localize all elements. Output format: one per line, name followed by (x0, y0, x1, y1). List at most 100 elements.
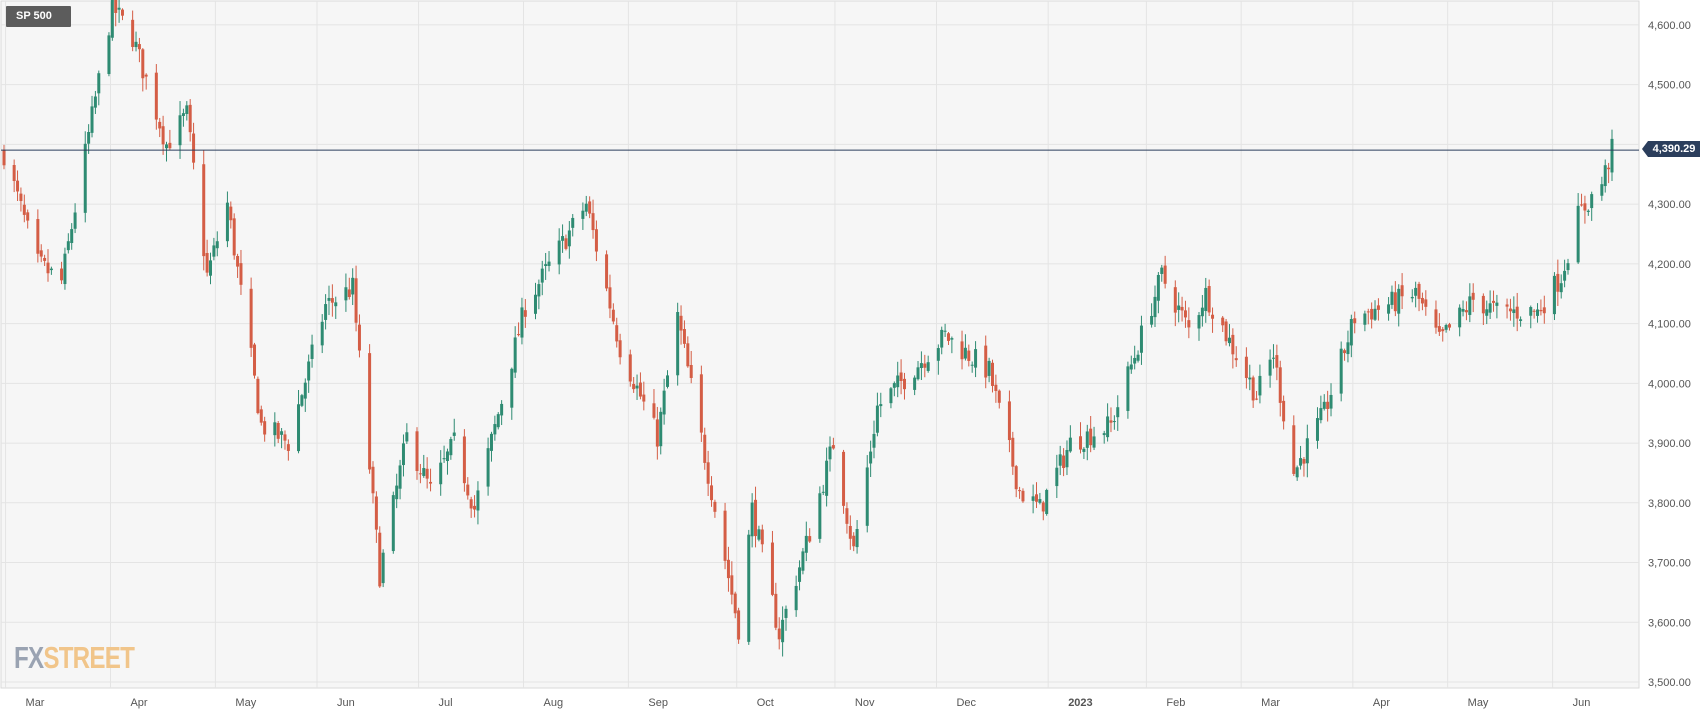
candle-body (324, 304, 328, 320)
candle-body (960, 341, 964, 360)
candle-body (263, 421, 267, 435)
candle-body (913, 377, 917, 390)
candle-body (273, 422, 277, 436)
candle-body (842, 451, 846, 506)
candle-body (1102, 433, 1106, 436)
candle-body (1160, 267, 1164, 274)
candle-body (368, 353, 372, 470)
x-tick-label: Oct (757, 697, 774, 709)
candle-body (689, 365, 693, 378)
candle-body (1363, 313, 1367, 325)
candle-body (1414, 287, 1418, 296)
candle-body (710, 485, 714, 501)
candle-body (1590, 194, 1594, 209)
y-tick-label: 4,600.00 (1648, 20, 1691, 32)
candle-body (1519, 319, 1523, 321)
candle-body (936, 348, 940, 361)
candle-body (1397, 288, 1401, 314)
candle-body (1512, 309, 1516, 314)
candle-body (943, 330, 947, 332)
candle-body (1041, 502, 1045, 512)
candle-body (923, 363, 927, 368)
candle-body (1515, 306, 1519, 319)
candle-body (97, 73, 101, 94)
candle-body (1112, 421, 1116, 423)
candle-body (1376, 305, 1380, 310)
candle-body (391, 495, 395, 552)
x-axis: Mar Apr May Jun Jul Aug Sep Oct Nov Dec 2023 Feb Mar… (26, 697, 1591, 709)
candle-body (1258, 375, 1262, 396)
candle-body (1417, 283, 1421, 299)
candle-body (1437, 326, 1441, 332)
candle-body (1126, 366, 1130, 411)
candle-body (449, 439, 453, 456)
candle-body (557, 240, 561, 265)
candle-body (1129, 364, 1133, 370)
candle-body (1153, 296, 1157, 318)
candle-body (1275, 355, 1279, 368)
candle-body (1021, 490, 1025, 502)
logo-fx: FX (14, 640, 44, 675)
candle-body (87, 132, 91, 144)
candle-body (1089, 428, 1093, 446)
candle-body (1248, 377, 1252, 380)
candle-body (1038, 499, 1042, 503)
candle-body (1448, 324, 1452, 328)
candle-body (1434, 309, 1438, 328)
candle-body (733, 593, 737, 614)
candle-body (655, 419, 659, 447)
candle-body (330, 298, 334, 303)
candle-body (1035, 494, 1039, 502)
candle-body (916, 367, 920, 380)
candle-body (1305, 438, 1309, 464)
candle-body (1576, 205, 1580, 263)
candle-body (239, 263, 243, 285)
candle-body (950, 338, 954, 340)
candle-body (1251, 377, 1255, 401)
logo-street: STREET (43, 640, 135, 675)
candle-body (1187, 320, 1191, 328)
candle-body (347, 289, 351, 297)
candle-body (1207, 286, 1211, 313)
y-tick-label: 3,600.00 (1648, 617, 1691, 629)
candle-body (726, 559, 730, 579)
candle-body (750, 502, 754, 537)
candle-body (804, 535, 808, 553)
candle-body (561, 236, 565, 241)
candle-body (73, 212, 77, 229)
candle-body (659, 411, 663, 447)
candle-body (1315, 418, 1319, 441)
candle-body (1065, 450, 1069, 468)
candle-body (1468, 296, 1472, 315)
candle-body (1068, 437, 1072, 452)
candle-body (547, 261, 551, 266)
candle-body (493, 424, 497, 435)
candle-body (635, 385, 639, 389)
candle-body (1156, 274, 1160, 301)
candle-body (1183, 310, 1187, 318)
candle-body (902, 378, 906, 390)
candle-body (469, 499, 473, 509)
candle-body (486, 448, 490, 487)
candle-body (892, 383, 896, 388)
candle-body (137, 44, 141, 50)
candle-body (22, 204, 26, 215)
candle-body (1464, 310, 1468, 313)
candle-body (784, 608, 788, 618)
x-tick-label: Aug (543, 697, 563, 709)
candle-body (1566, 263, 1570, 271)
x-tick-label: Jun (1573, 697, 1591, 709)
candle-body (93, 96, 97, 108)
candle-body (303, 382, 307, 399)
candle-body (1302, 458, 1306, 464)
candle-body (1007, 401, 1011, 441)
symbol-badge: SP 500 (6, 6, 71, 27)
candle-body (49, 268, 53, 271)
candle-body (540, 268, 544, 283)
candle-body (754, 499, 758, 537)
y-axis: 3,500.00 3,600.00 3,700.00 3,800.00 3,900.00… (1648, 20, 1691, 689)
candle-body (283, 434, 287, 441)
candle-body (1055, 467, 1059, 487)
candle-body (415, 431, 419, 472)
